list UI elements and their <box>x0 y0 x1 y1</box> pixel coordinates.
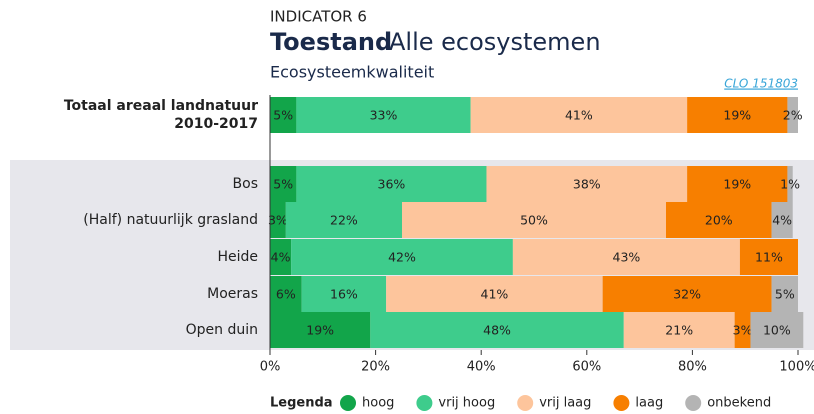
bar-segment <box>301 276 387 312</box>
value-label: 41% <box>565 108 593 123</box>
legend-label: laag <box>635 396 663 411</box>
value-label: 1% <box>780 177 800 192</box>
legend-swatch <box>416 395 433 411</box>
value-label: 3% <box>733 323 753 338</box>
value-label: 5% <box>273 177 293 192</box>
legend-label: onbekend <box>707 396 771 411</box>
bar-segment <box>734 312 751 348</box>
bar-segment <box>270 97 297 133</box>
bar-segment <box>402 202 666 238</box>
legend-swatch <box>613 395 630 411</box>
value-label: 5% <box>273 108 293 123</box>
chart-title: Alle ecosystemen <box>389 28 601 56</box>
y-tick-label: (Half) natuurlijk grasland <box>83 212 258 228</box>
bar-segment <box>787 166 793 202</box>
value-label: 19% <box>306 323 334 338</box>
value-label: 3% <box>268 213 288 228</box>
bar-segment <box>270 166 297 202</box>
bar-segment <box>512 239 740 275</box>
bar-segment <box>739 239 798 275</box>
legend-swatch <box>340 395 356 411</box>
y-tick-label: Heide <box>217 249 258 265</box>
bar-segment <box>270 202 286 238</box>
x-tick-label: 100% <box>779 360 814 375</box>
y-tick-label: Open duin <box>186 322 258 338</box>
y-tick-label: Bos <box>233 176 258 192</box>
bar-segment <box>285 202 402 238</box>
y-tick-label: Totaal areaal landnatuur <box>64 98 258 114</box>
value-label: 19% <box>723 108 751 123</box>
bar-segment <box>291 239 513 275</box>
value-label: 33% <box>370 108 398 123</box>
bar-segment <box>386 276 603 312</box>
value-label: 36% <box>378 177 406 192</box>
value-label: 43% <box>613 250 641 265</box>
legend-swatch <box>517 395 534 411</box>
bar-segment <box>771 276 798 312</box>
indicator: INDICATOR 6 <box>270 8 367 26</box>
value-label: 2% <box>783 108 803 123</box>
legend-label: hoog <box>362 396 394 411</box>
link[interactable]: CLO 151803 <box>724 77 798 91</box>
bar-segment <box>666 202 772 238</box>
bar-segment <box>296 166 487 202</box>
bar-segment <box>602 276 772 312</box>
value-label: 42% <box>388 250 416 265</box>
value-label: 11% <box>755 250 783 265</box>
chart-title: Toestand <box>270 28 392 56</box>
bar-segment <box>787 97 798 133</box>
x-tick-label: 60% <box>572 360 601 375</box>
value-label: 50% <box>520 213 548 228</box>
x-tick-label: 80% <box>678 360 707 375</box>
bar-segment <box>623 312 735 348</box>
value-label: 4% <box>772 213 792 228</box>
bar-segment <box>296 97 471 133</box>
value-label: 21% <box>665 323 693 338</box>
bar-segment <box>486 166 688 202</box>
legend-label: vrij laag <box>539 396 591 411</box>
bar-segment <box>270 312 371 348</box>
bar-segment <box>771 202 793 238</box>
bar-segment <box>750 312 804 348</box>
bar-segment <box>370 312 624 348</box>
value-label: 20% <box>705 213 733 228</box>
bar-segment <box>470 97 688 133</box>
value-label: 5% <box>775 287 795 302</box>
bar-segment <box>687 97 788 133</box>
value-label: 10% <box>763 323 791 338</box>
value-label: 6% <box>276 287 296 302</box>
value-label: 4% <box>271 250 291 265</box>
y-tick-label: 2010-2017 <box>174 116 258 132</box>
value-label: 22% <box>330 213 358 228</box>
value-label: 38% <box>573 177 601 192</box>
bar-segment <box>270 239 292 275</box>
legend-title: Legenda <box>270 396 333 411</box>
x-tick-label: 0% <box>260 360 281 375</box>
subtitle: Ecosysteemkwaliteit <box>270 63 434 82</box>
value-label: 16% <box>330 287 358 302</box>
value-label: 32% <box>673 287 701 302</box>
x-tick-label: 40% <box>467 360 496 375</box>
bar-segment <box>270 276 302 312</box>
value-label: 41% <box>481 287 509 302</box>
legend-swatch <box>685 395 702 411</box>
y-tick-label: Moeras <box>207 286 258 302</box>
x-tick-label: 20% <box>361 360 390 375</box>
legend-label: vrij hoog <box>438 396 495 411</box>
bar-segment <box>687 166 788 202</box>
value-label: 48% <box>483 323 511 338</box>
value-label: 19% <box>723 177 751 192</box>
